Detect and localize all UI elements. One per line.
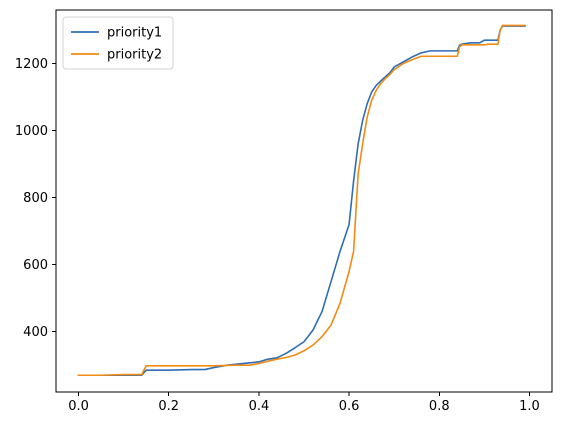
- x-tick-label: 0.0: [68, 399, 89, 414]
- y-tick-label: 1000: [15, 124, 48, 139]
- x-tick-label: 0.8: [429, 399, 450, 414]
- plot-frame: [55, 9, 553, 393]
- axes-layer: 0.0 0.2 0.4 0.6 0.8 1.0 400 600 800 1000 1200: [15, 9, 553, 414]
- series-layer: [77, 24, 526, 377]
- y-tick-label: 1200: [15, 57, 48, 72]
- y-tick-label: 400: [23, 325, 48, 340]
- legend-box: [62, 16, 174, 70]
- legend-label-priority1: priority1: [107, 26, 162, 41]
- x-tick-label: 1.0: [519, 399, 540, 414]
- x-tick-label: 0.6: [339, 399, 360, 414]
- legend-label-priority2: priority2: [107, 48, 162, 63]
- y-tick-label: 600: [23, 258, 48, 273]
- series-line-priority2: [77, 24, 526, 377]
- legend: priority1 priority2: [62, 16, 174, 70]
- x-tick-label: 0.2: [158, 399, 179, 414]
- x-tick-label: 0.4: [249, 399, 270, 414]
- y-tick-label: 800: [23, 191, 48, 206]
- series-line-priority1: [77, 25, 526, 377]
